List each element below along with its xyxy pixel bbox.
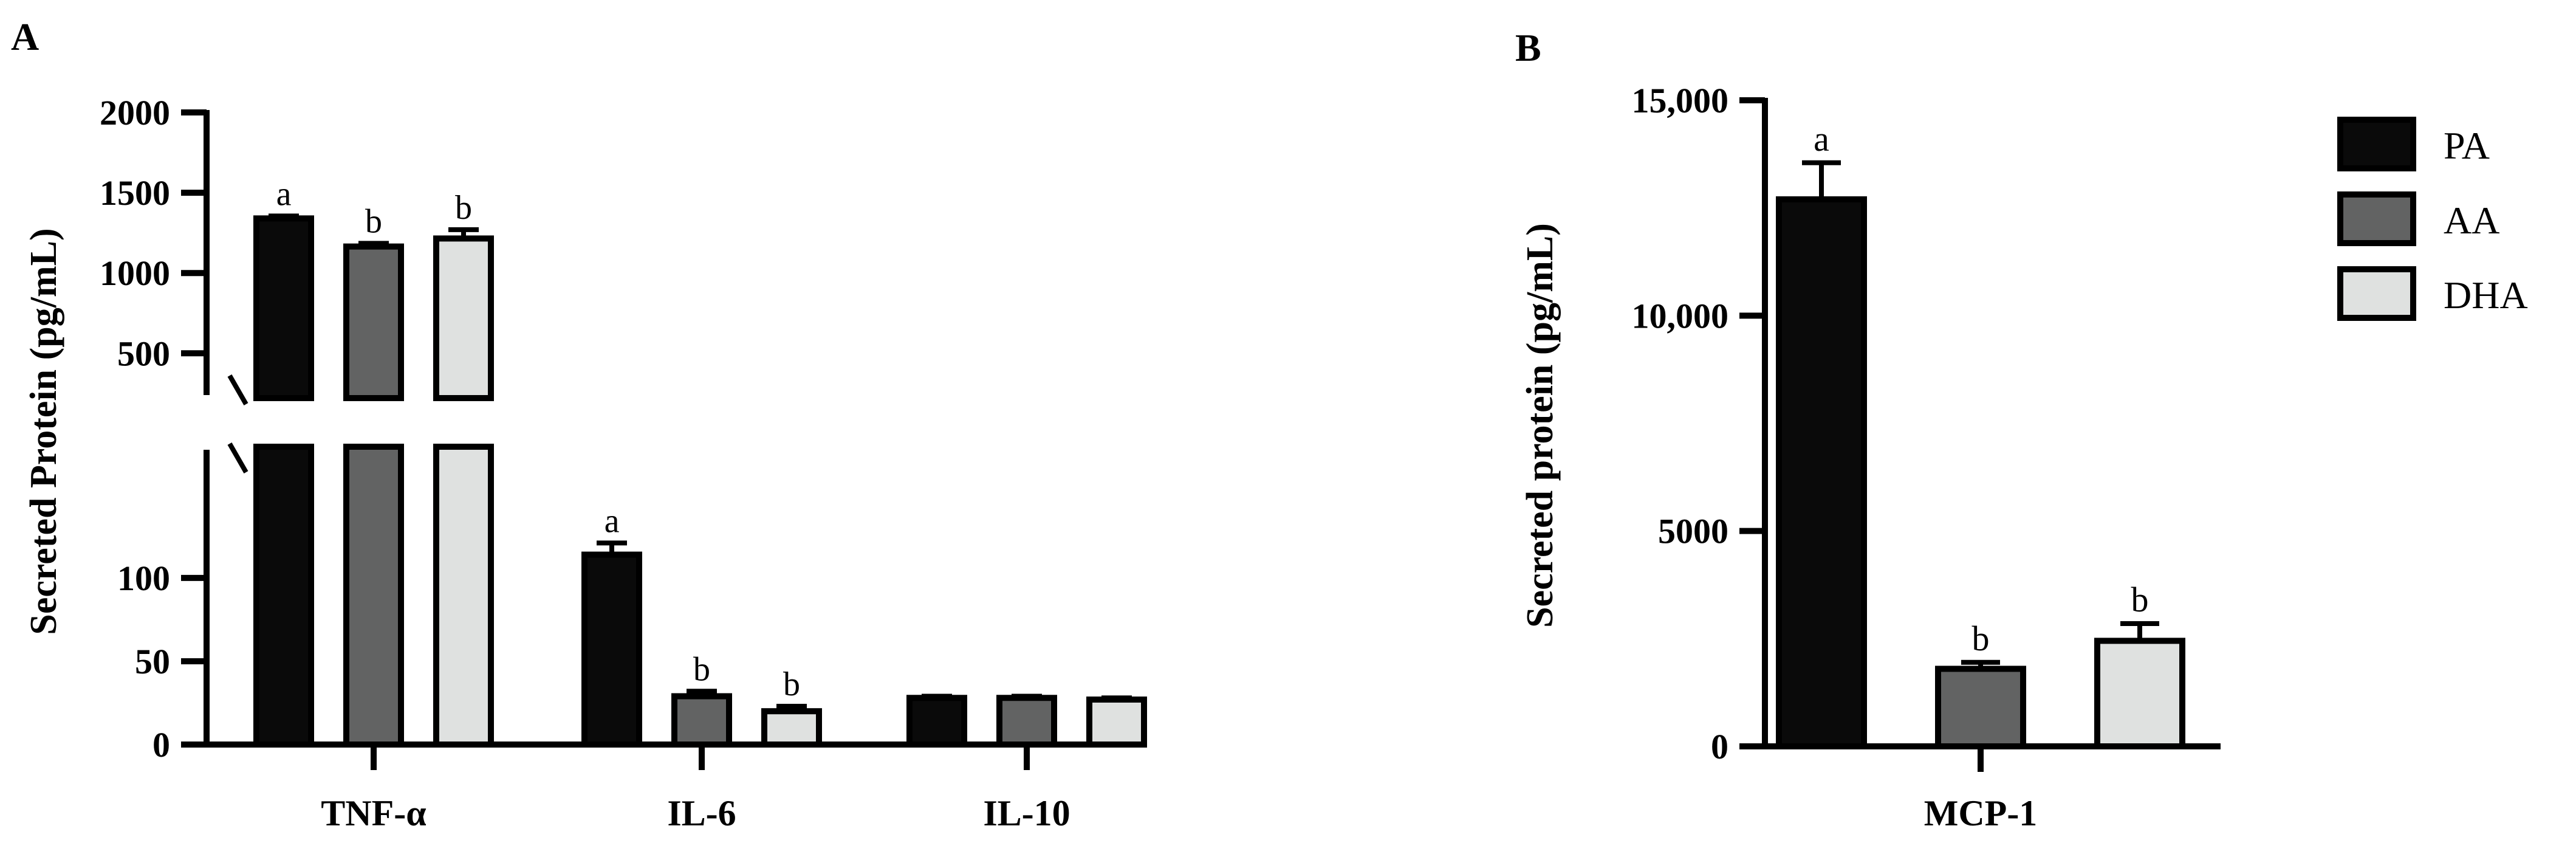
legend-swatch-aa: [2337, 191, 2416, 246]
significance-letter: b: [455, 189, 472, 227]
bar-pa-tnf-upper: [253, 215, 314, 401]
bar-pa-mcp-1: [1776, 196, 1867, 749]
panel-a-y-tick-label: 50: [135, 642, 170, 681]
panel-a-x-tick-label-il-6: IL-6: [667, 793, 736, 833]
bar-aa-mcp-1: [1935, 666, 2026, 749]
bar-aa-il-10: [996, 695, 1057, 748]
bar-dha-il-10: [1086, 697, 1147, 748]
bar-aa-tnf-lower: [343, 444, 404, 748]
panel-label-a: A: [11, 15, 39, 58]
panel-b-y-axis-title: Secreted protein (pg/mL): [1519, 223, 1561, 628]
panel-a-y-tick-label: 500: [117, 334, 170, 373]
panel-a-axis-break-mark: [227, 442, 248, 473]
panel-label-b: B: [1515, 26, 1541, 69]
panel-b-y-tick-label: 0: [1711, 727, 1728, 766]
bar-dha-mcp-1: [2094, 638, 2185, 750]
significance-letter: b: [2131, 580, 2149, 619]
legend-label-dha: DHA: [2444, 274, 2528, 317]
panel-a-y-tick-label: 2000: [100, 93, 170, 132]
panel-a-x-tick-label-tnf: TNF-α: [321, 793, 426, 833]
panel-a-y-axis-title: Secreted Protein (pg/mL): [23, 228, 64, 635]
panel-a-axis-break-mark: [227, 374, 248, 405]
panel-a-y-tick-label: 0: [152, 725, 170, 765]
bar-pa-tnf-lower: [253, 444, 314, 748]
significance-letter: a: [605, 502, 620, 540]
bar-dha-tnf-lower: [433, 444, 494, 748]
legend-swatch-pa: [2337, 117, 2416, 171]
bar-aa-tnf-upper: [343, 243, 404, 402]
bar-pa-il-6: [581, 551, 642, 748]
panel-b-y-tick-label: 10,000: [1632, 296, 1729, 335]
legend: PA AA DHA: [2337, 117, 2528, 321]
panel-a-y-tick-label: 1000: [100, 253, 170, 293]
legend-label-pa: PA: [2444, 124, 2490, 167]
legend-swatch-dha: [2337, 266, 2416, 321]
panel-a-chart: 0 50 100 500 1000 1500 2000 TNF-α a b b IL-6 a b b IL-1…: [100, 93, 1147, 833]
significance-letter: b: [1972, 619, 1990, 658]
significance-letter: a: [276, 175, 292, 213]
panel-b-chart: 0 5000 10,000 15,000 MCP-1 a b b: [1632, 81, 2221, 833]
legend-label-aa: AA: [2444, 199, 2499, 242]
panel-b-y-tick-label: 15,000: [1632, 81, 1729, 120]
panel-a-y-tick-label: 1500: [100, 173, 170, 213]
bar-aa-il-6: [671, 693, 732, 748]
significance-letter: b: [693, 650, 710, 688]
significance-letter: a: [1814, 119, 1829, 159]
bar-dha-tnf-upper: [433, 235, 494, 401]
bar-dha-il-6: [761, 708, 822, 748]
panel-a-x-tick-label-il-10: IL-10: [983, 793, 1070, 833]
panel-a-y-tick-label: 100: [117, 559, 170, 598]
significance-letter: b: [783, 666, 800, 703]
panel-b-y-tick-label: 5000: [1658, 512, 1728, 551]
panel-b-x-tick-label-mcp-1: MCP-1: [1924, 793, 2038, 833]
significance-letter: b: [365, 202, 382, 240]
bar-pa-il-10: [906, 695, 967, 748]
